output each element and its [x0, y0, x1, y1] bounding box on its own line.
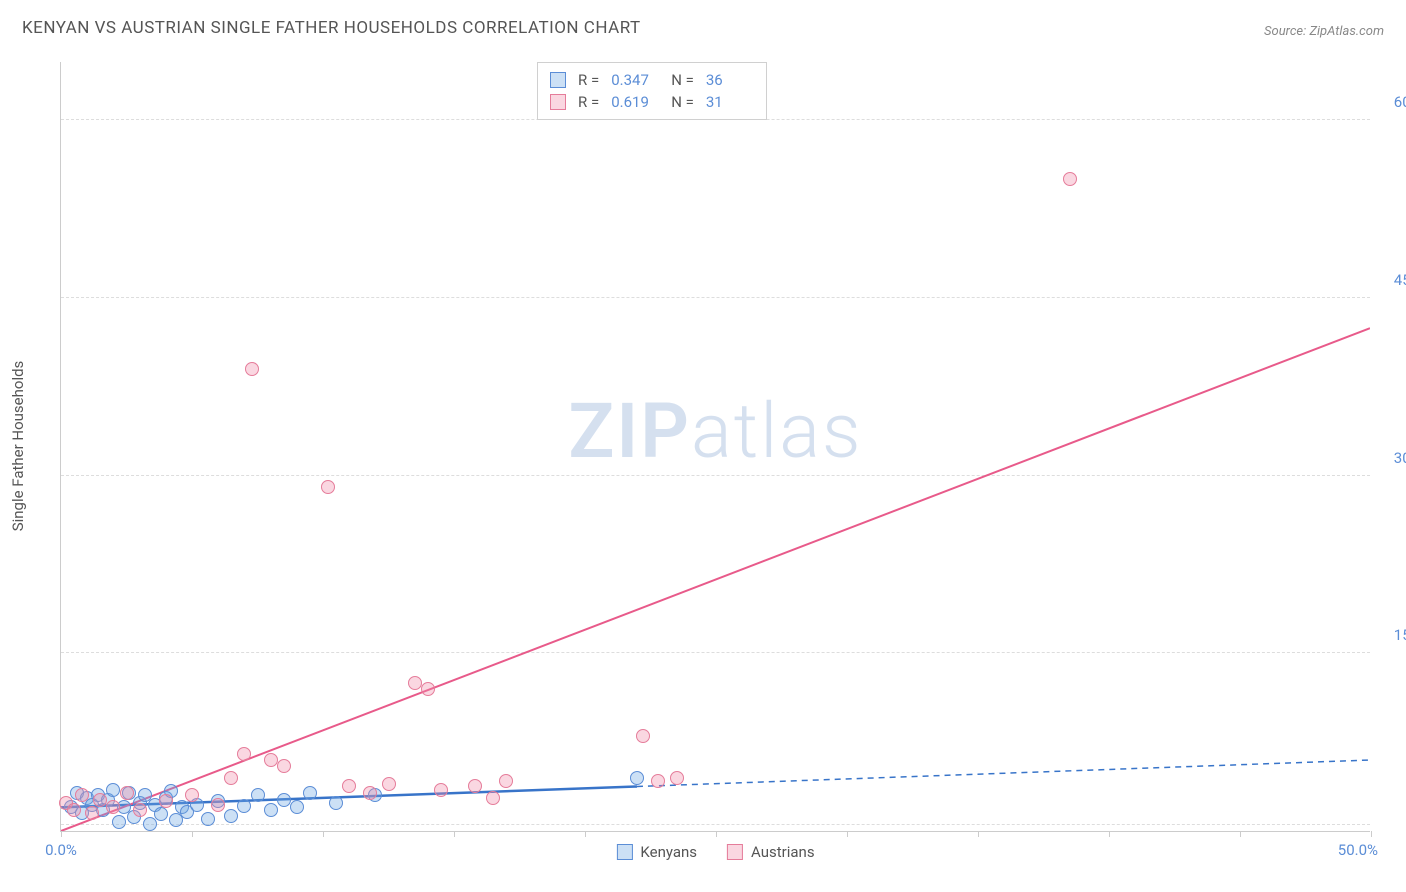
- y-axis-label: Single Father Households: [9, 361, 27, 532]
- source-attribution: Source: ZipAtlas.com: [1264, 24, 1384, 39]
- data-point: [434, 783, 448, 797]
- data-point: [245, 362, 259, 376]
- data-point: [133, 803, 147, 817]
- data-point: [224, 771, 238, 785]
- source-label: Source:: [1264, 24, 1306, 39]
- x-tick-label: 0.0%: [45, 841, 77, 859]
- data-point: [277, 759, 291, 773]
- x-tick-mark: [1240, 831, 1241, 837]
- x-tick-mark: [1109, 831, 1110, 837]
- data-point: [670, 771, 684, 785]
- data-point: [408, 676, 422, 690]
- x-tick-mark: [323, 831, 324, 837]
- data-point: [329, 796, 343, 810]
- data-point: [75, 788, 89, 802]
- data-point: [264, 803, 278, 817]
- y-tick-label: 45.0%: [1378, 271, 1406, 289]
- data-point: [106, 783, 120, 797]
- y-tick-label: 15.0%: [1378, 626, 1406, 644]
- data-point: [112, 815, 126, 829]
- data-point: [499, 774, 513, 788]
- data-point: [651, 774, 665, 788]
- stats-row-austrians: R = 0.619 N = 31: [550, 91, 754, 113]
- x-axis-max-label: 50.0%: [1338, 841, 1378, 859]
- data-point: [382, 777, 396, 791]
- data-point: [303, 786, 317, 800]
- data-point: [154, 807, 168, 821]
- data-point: [237, 799, 251, 813]
- swatch-austrians-icon: [727, 844, 743, 860]
- x-tick-mark: [847, 831, 848, 837]
- legend-item-austrians: Austrians: [727, 843, 815, 861]
- data-point: [290, 800, 304, 814]
- x-tick-mark: [585, 831, 586, 837]
- data-point: [1063, 172, 1077, 186]
- data-point: [486, 791, 500, 805]
- data-point: [93, 793, 107, 807]
- data-point: [201, 812, 215, 826]
- x-tick-mark: [978, 831, 979, 837]
- data-point: [159, 794, 173, 808]
- data-point: [421, 682, 435, 696]
- legend-item-kenyans: Kenyans: [616, 843, 697, 861]
- data-point: [185, 788, 199, 802]
- stats-legend: R = 0.347 N = 36 R = 0.619 N = 31: [537, 62, 767, 120]
- data-point: [277, 793, 291, 807]
- x-tick-mark: [716, 831, 717, 837]
- source-link[interactable]: ZipAtlas.com: [1309, 24, 1384, 39]
- data-point: [120, 786, 134, 800]
- stats-row-kenyans: R = 0.347 N = 36: [550, 69, 754, 91]
- swatch-austrians-icon: [550, 94, 566, 110]
- data-point: [363, 786, 377, 800]
- data-point: [106, 800, 120, 814]
- x-tick-mark: [454, 831, 455, 837]
- data-point: [67, 803, 81, 817]
- data-point: [321, 480, 335, 494]
- data-point: [211, 798, 225, 812]
- y-tick-label: 30.0%: [1378, 449, 1406, 467]
- x-tick-mark: [61, 831, 62, 837]
- series-legend: Kenyans Austrians: [616, 843, 814, 861]
- y-tick-label: 60.0%: [1378, 93, 1406, 111]
- data-point: [251, 788, 265, 802]
- data-point: [237, 747, 251, 761]
- data-point: [630, 771, 644, 785]
- data-point: [636, 729, 650, 743]
- data-point: [85, 806, 99, 820]
- chart-plot-area: ZIPatlas 15.0%30.0%45.0%60.0% 0.0% 50.0%…: [60, 62, 1370, 832]
- swatch-kenyans-icon: [616, 844, 632, 860]
- data-point: [468, 779, 482, 793]
- data-point: [224, 809, 238, 823]
- chart-title: KENYAN VS AUSTRIAN SINGLE FATHER HOUSEHO…: [22, 18, 641, 38]
- trend-lines: [61, 62, 1370, 831]
- x-tick-mark: [1371, 831, 1372, 837]
- data-point: [342, 779, 356, 793]
- data-point: [264, 753, 278, 767]
- x-tick-mark: [192, 831, 193, 837]
- swatch-kenyans-icon: [550, 72, 566, 88]
